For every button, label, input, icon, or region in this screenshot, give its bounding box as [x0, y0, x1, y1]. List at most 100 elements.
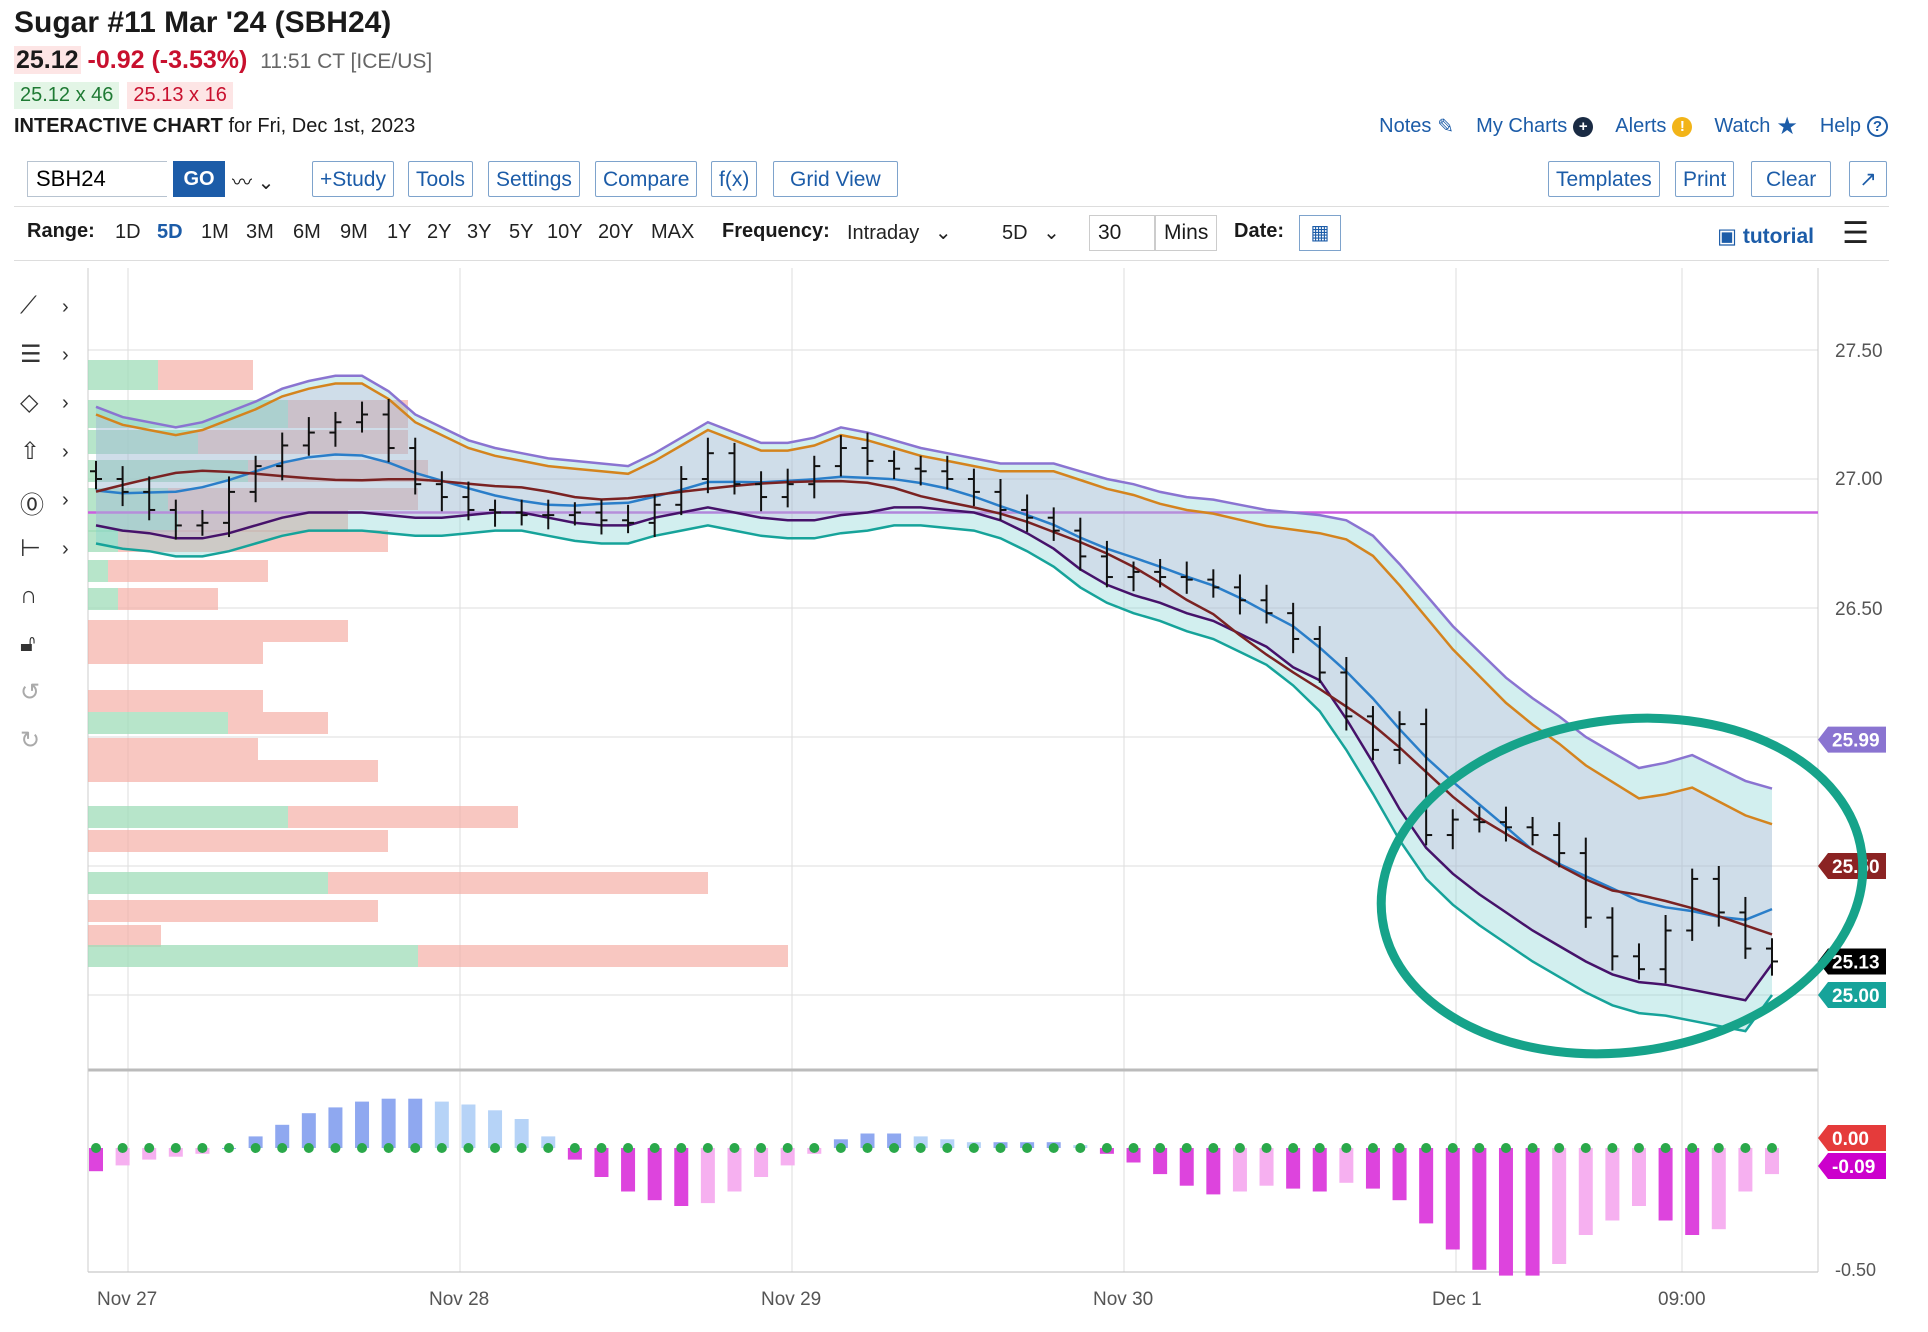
slow-ma-line	[95, 469, 1773, 936]
chart-type-dropdown[interactable]: 〰 ⌄	[232, 166, 274, 195]
tutorial-link[interactable]: ▣ tutorial	[1717, 224, 1814, 249]
chevron-right-icon: ›	[62, 441, 69, 463]
range-1d[interactable]: 1D	[115, 221, 141, 243]
macd-signal-dot	[1075, 1143, 1086, 1153]
shapes-tool[interactable]: ◇ ›	[20, 388, 80, 424]
price-tag-label: 25.00	[1832, 986, 1880, 1007]
period-value: 5D	[1002, 222, 1028, 244]
frequency-select[interactable]: Intraday ⌄	[847, 220, 952, 245]
macd-histogram-bar	[1552, 1148, 1567, 1264]
shapes-icon: ◇	[20, 389, 39, 416]
macd-signal-dot	[1181, 1143, 1192, 1153]
line-chart-icon: 〰	[232, 172, 252, 194]
range-10y[interactable]: 10Y	[547, 221, 583, 243]
range-20y[interactable]: 20Y	[598, 221, 634, 243]
range-5y[interactable]: 5Y	[509, 221, 534, 243]
macd-signal-dot	[889, 1143, 900, 1153]
macd-signal-dot	[197, 1143, 208, 1153]
chart-date: for Fri, Dec 1st, 2023	[228, 115, 416, 137]
volume-bar-up	[88, 588, 118, 610]
y-tick-label: 27.50	[1835, 341, 1883, 362]
range-max[interactable]: MAX	[651, 221, 695, 243]
grid-view-button[interactable]: Grid View	[773, 161, 898, 197]
expand-button[interactable]: ↗	[1849, 161, 1887, 197]
study-button[interactable]: +Study	[312, 161, 394, 197]
tools-button[interactable]: Tools	[408, 161, 474, 197]
macd-signal-dot	[596, 1143, 607, 1153]
quote-line: 25.12 -0.92 (-3.53%) 11:51 CT [ICE/US]	[14, 46, 432, 75]
range-5d[interactable]: 5D	[157, 221, 183, 243]
macd-signal-dot	[170, 1143, 181, 1153]
macd-signal-dot	[1128, 1143, 1139, 1153]
settings-button[interactable]: Settings	[488, 161, 580, 197]
volume-bar-down	[88, 620, 348, 642]
line-tool[interactable]: ⟋ ›	[20, 292, 80, 328]
function-button[interactable]: f(x)	[711, 161, 758, 197]
top-links: Notes ✎ My Charts + Alerts! Watch ★ Help?	[1379, 112, 1888, 141]
macd-histogram-bar	[754, 1148, 769, 1177]
measure-tool[interactable]: ⊢ ›	[20, 534, 80, 570]
notes-label: Notes	[1379, 115, 1432, 137]
lower-keltner-line	[95, 506, 1774, 1002]
range-1y[interactable]: 1Y	[387, 221, 412, 243]
redo-tool[interactable]: ↻	[20, 726, 80, 762]
macd-signal-dot	[1474, 1143, 1485, 1153]
question-circle-icon: ?	[1867, 116, 1888, 137]
notes-link[interactable]: Notes ✎	[1379, 112, 1454, 141]
volume-bar-down	[88, 900, 378, 922]
alerts-label: Alerts	[1615, 115, 1667, 137]
interval-input[interactable]: 30	[1089, 215, 1155, 251]
date-picker-button[interactable]: ▦	[1299, 215, 1341, 251]
undo-tool[interactable]: ↺	[20, 678, 80, 714]
label-tool[interactable]: ⓪ ›	[20, 485, 80, 521]
toolbar-divider	[14, 206, 1889, 207]
macd-signal-dot	[1580, 1143, 1591, 1153]
fib-tool[interactable]: ☰ ›	[20, 340, 80, 376]
symbol-input[interactable]	[27, 161, 167, 197]
macd-histogram-bar	[1365, 1148, 1380, 1189]
go-button[interactable]: GO	[173, 161, 225, 197]
macd-signal-dot	[1341, 1143, 1352, 1153]
macd-signal-dot	[623, 1143, 634, 1153]
range-6m[interactable]: 6M	[293, 221, 321, 243]
my-charts-link[interactable]: My Charts +	[1476, 112, 1594, 141]
range-9m[interactable]: 9M	[340, 221, 368, 243]
period-select[interactable]: 5D ⌄	[1002, 220, 1060, 245]
price-tag-bg	[1818, 853, 1886, 879]
range-3m[interactable]: 3M	[246, 221, 274, 243]
x-tick-label: 09:00	[1658, 1289, 1706, 1310]
alerts-link[interactable]: Alerts!	[1615, 112, 1693, 141]
macd-signal-dot	[1767, 1143, 1777, 1153]
macd-histogram-bar	[381, 1098, 396, 1148]
lock-tool[interactable]: 🔓︎	[20, 630, 80, 666]
macd-signal-dot	[490, 1143, 501, 1153]
compare-button[interactable]: Compare	[595, 161, 698, 197]
macd-signal-dot	[117, 1143, 128, 1153]
macd-signal-dot	[835, 1143, 846, 1153]
lock-icon: 🔓︎	[20, 630, 36, 657]
chevron-right-icon: ›	[62, 489, 69, 511]
macd-histogram-bar	[1472, 1148, 1487, 1270]
magnet-tool[interactable]: ∩	[20, 582, 80, 618]
macd-histogram-bar	[1153, 1148, 1168, 1175]
macd-histogram-bar	[1711, 1148, 1726, 1230]
print-button[interactable]: Print	[1675, 161, 1735, 197]
range-2y[interactable]: 2Y	[427, 221, 452, 243]
hamburger-menu-icon[interactable]: ☰	[1842, 217, 1869, 250]
macd-histogram-bar	[1605, 1148, 1620, 1221]
annotation-ellipse	[1376, 713, 1868, 1059]
arrow-tool[interactable]: ⇧ ›	[20, 437, 80, 473]
watch-link[interactable]: Watch ★	[1714, 112, 1797, 141]
help-link[interactable]: Help?	[1820, 112, 1888, 141]
macd-histogram-bar	[913, 1136, 928, 1148]
chevron-down-icon: ⌄	[934, 222, 952, 244]
range-3y[interactable]: 3Y	[467, 221, 492, 243]
range-1m[interactable]: 1M	[201, 221, 229, 243]
price-tag-label: 25.50	[1832, 857, 1880, 878]
volume-bar-down	[88, 738, 258, 760]
chevron-right-icon: ›	[62, 296, 69, 318]
clear-button[interactable]: Clear	[1751, 161, 1832, 197]
templates-button[interactable]: Templates	[1548, 161, 1660, 197]
macd-histogram-bar	[1312, 1148, 1327, 1192]
